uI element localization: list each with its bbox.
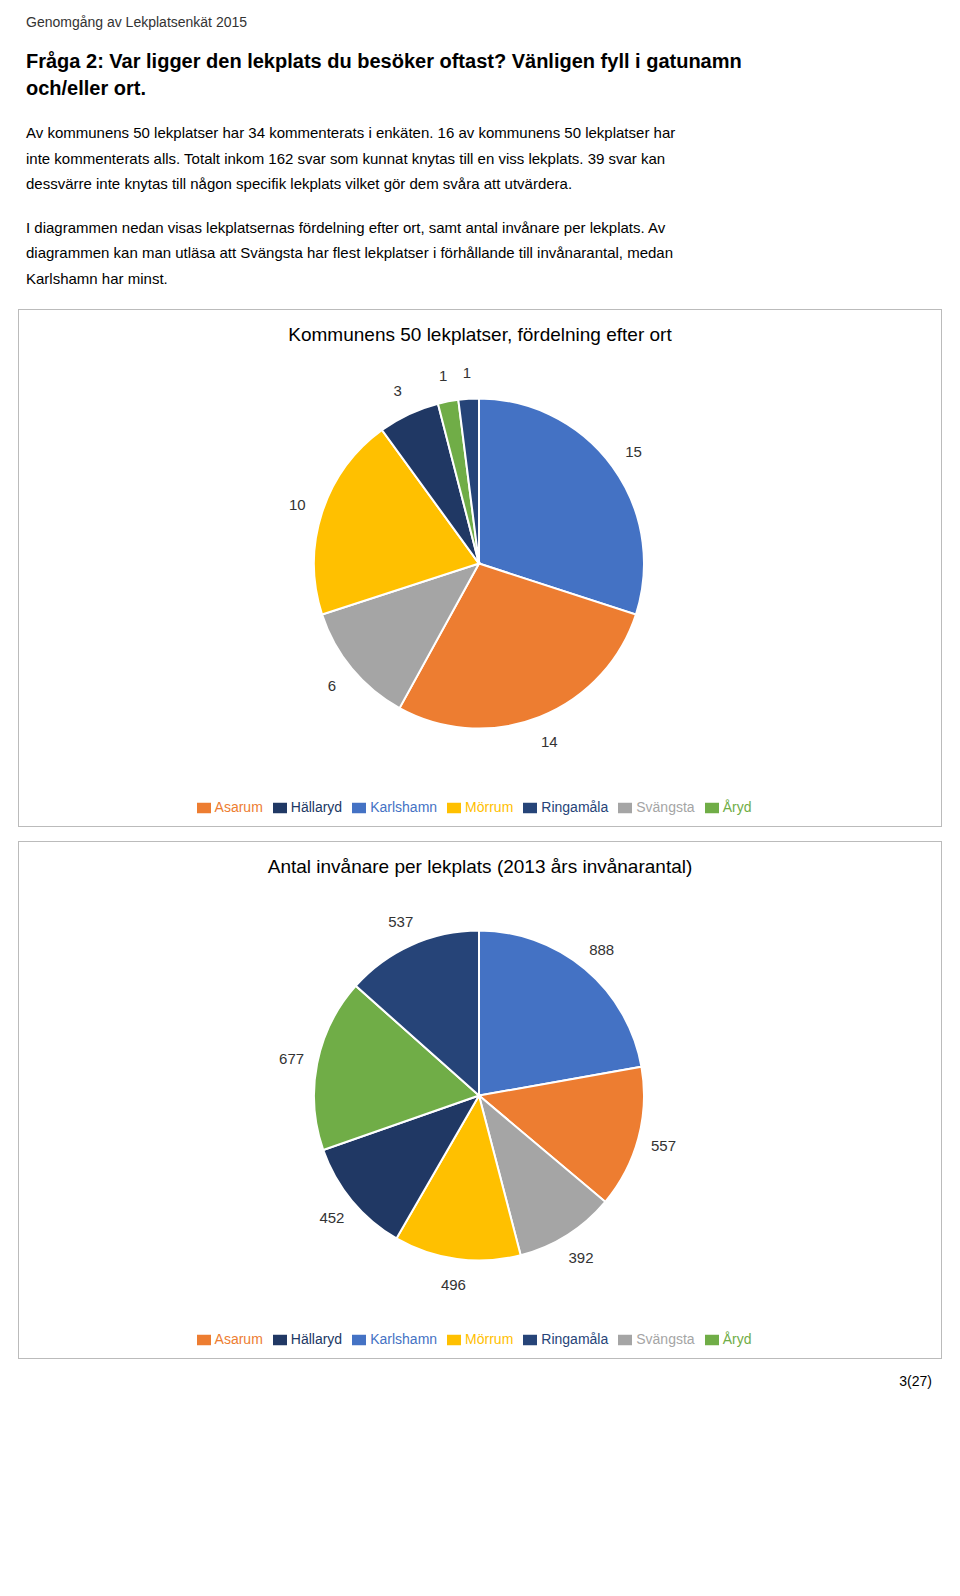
html-text:Svängsta: Svängsta	[636, 798, 695, 815]
html-text:Karlshamn: Karlshamn	[370, 798, 438, 815]
svg-text:392: 392	[568, 1249, 593, 1266]
html-text:Ringamåla: Ringamåla	[541, 798, 609, 815]
html-text:Åryd: Åryd	[722, 798, 752, 815]
svg-text:15: 15	[625, 443, 642, 460]
html-text:och/eller ort.: och/eller ort.	[26, 77, 146, 99]
html-text:Hällaryd: Hällaryd	[290, 798, 343, 815]
html-text:Genomgång av Lekplatsenkät 201: Genomgång av Lekplatsenkät 2015	[26, 14, 247, 30]
svg-text:10: 10	[289, 496, 306, 513]
html-text:dessvärre inte knytas till någ: dessvärre inte knytas till någon specifi…	[26, 175, 573, 192]
svg-text:452: 452	[319, 1209, 344, 1226]
html-text:Svängsta: Svängsta	[636, 1330, 695, 1347]
svg-text:537: 537	[388, 913, 413, 930]
svg-text:1: 1	[463, 364, 471, 381]
html-text:3(27): 3(27)	[899, 1373, 932, 1389]
svg-text:3: 3	[394, 382, 402, 399]
html-text:Kommunens 50 lekplatser, förde: Kommunens 50 lekplatser, fördelning efte…	[288, 324, 672, 345]
html-text:Asarum: Asarum	[214, 1330, 263, 1347]
html-text:inte kommenterats alls. Totalt: inte kommenterats alls. Totalt inkom 162…	[26, 149, 666, 167]
html-text:Mörrum: Mörrum	[465, 1330, 514, 1347]
html-text:Mörrum: Mörrum	[465, 798, 514, 815]
html-text:Karlshamn: Karlshamn	[370, 1330, 438, 1347]
html-text:Karlshamn har minst.: Karlshamn har minst.	[26, 269, 168, 287]
svg-text:677: 677	[279, 1050, 304, 1067]
html-text:Antal invånare per lekplats (2: Antal invånare per lekplats (2013 års in…	[267, 856, 693, 877]
html-text:Åryd: Åryd	[722, 1330, 752, 1347]
html-text:Av kommunens 50 lekplatser har: Av kommunens 50 lekplatser har 34 kommen…	[26, 124, 676, 141]
html-text:Asarum: Asarum	[214, 798, 263, 815]
html-text:diagrammen kan man utläsa att: diagrammen kan man utläsa att Svängsta h…	[26, 244, 673, 261]
svg-text:496: 496	[441, 1276, 466, 1293]
svg-text:557: 557	[651, 1137, 676, 1154]
svg-text:6: 6	[328, 677, 336, 694]
svg-text:1: 1	[439, 367, 447, 384]
html-text:I diagrammen nedan visas lekpl: I diagrammen nedan visas lekplatsernas f…	[26, 218, 666, 236]
svg-text:888: 888	[589, 941, 614, 958]
svg-text:14: 14	[541, 733, 558, 750]
html-text:Fråga 2: Var ligger den lekpla: Fråga 2: Var ligger den lekplats du besö…	[26, 50, 742, 72]
html-text:Hällaryd: Hällaryd	[290, 1330, 343, 1347]
html-text:Ringamåla: Ringamåla	[541, 1330, 609, 1347]
